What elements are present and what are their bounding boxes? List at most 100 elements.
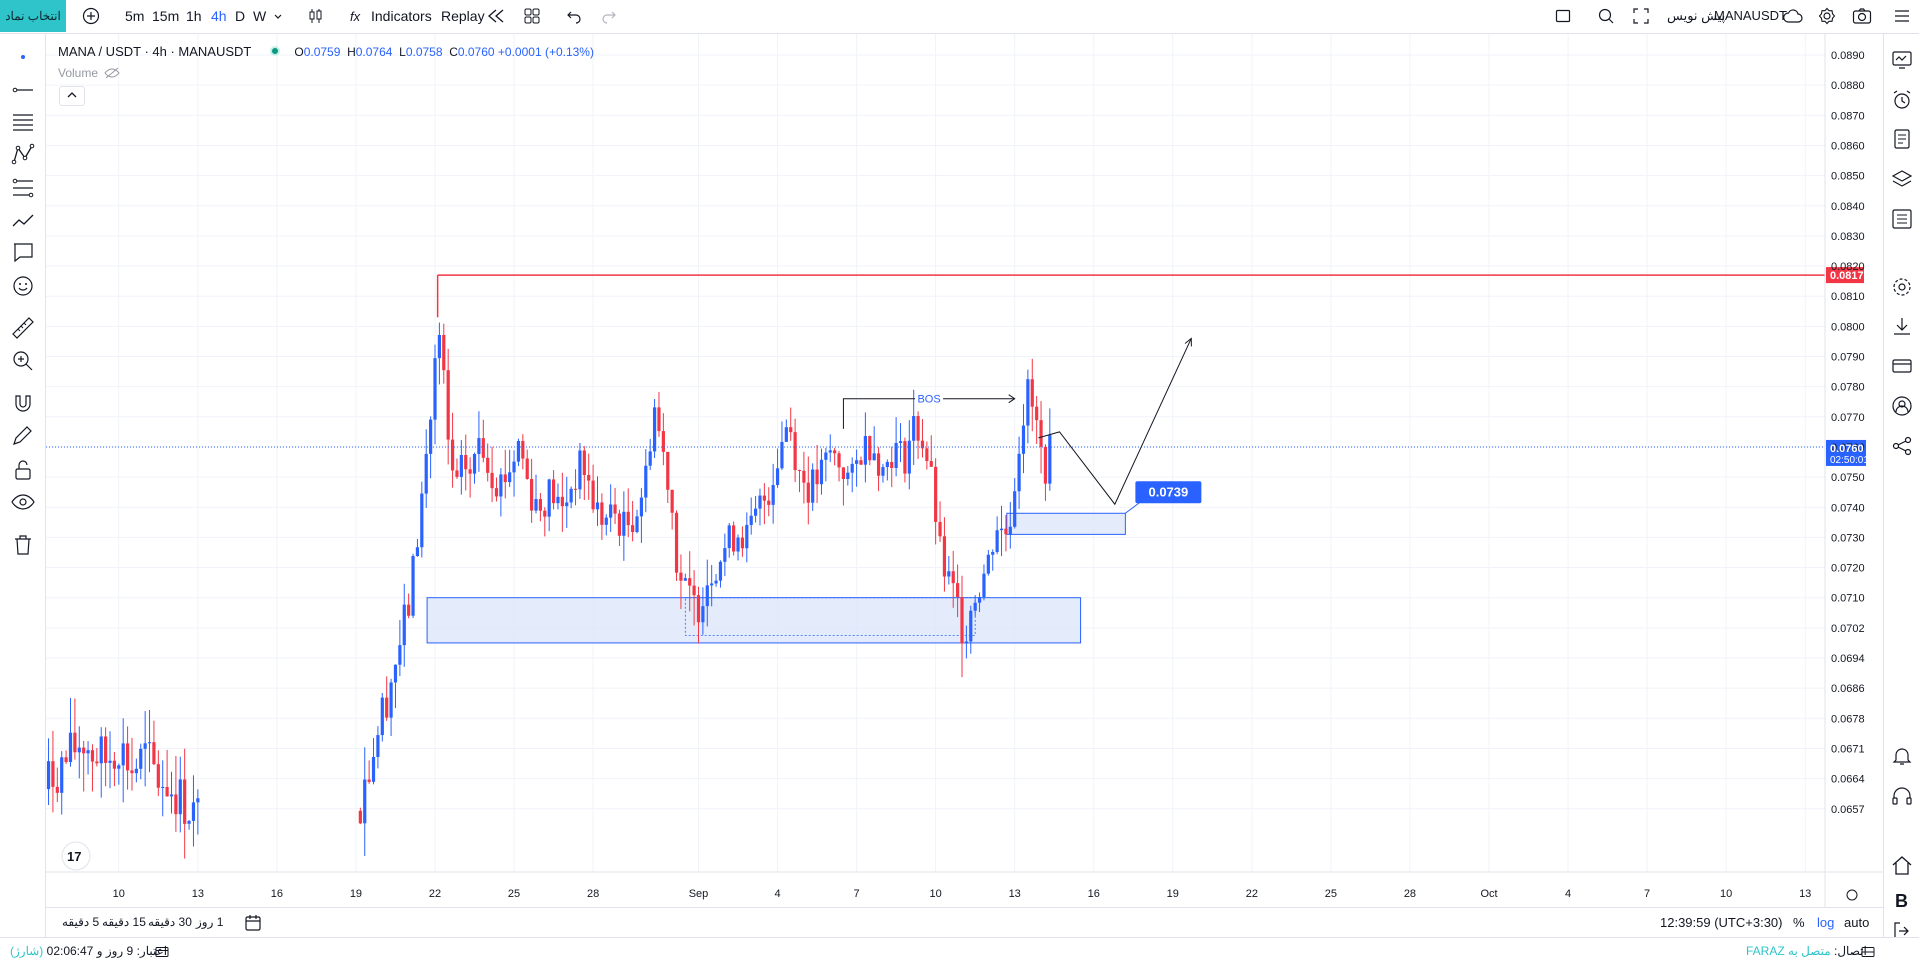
symbol-name[interactable]: MANAUSDT bbox=[1714, 8, 1787, 23]
cloud-save-icon[interactable] bbox=[1782, 7, 1804, 25]
interval-5m[interactable]: 5m bbox=[125, 8, 145, 24]
candle-body bbox=[784, 427, 788, 442]
candle-body bbox=[433, 358, 437, 420]
fullscreen-box-icon[interactable] bbox=[1555, 8, 1571, 24]
user-icon[interactable] bbox=[1890, 394, 1914, 418]
interval-1h[interactable]: 1h bbox=[186, 8, 202, 24]
expand-icon[interactable] bbox=[1632, 7, 1650, 25]
indicators-icon[interactable]: fx bbox=[349, 7, 367, 25]
candle-body bbox=[1035, 406, 1039, 421]
percent-toggle[interactable]: % bbox=[1793, 915, 1805, 930]
legend-title[interactable]: MANA / USDT · 4h · MANAUSDT bbox=[58, 44, 252, 59]
time-tick-label: 19 bbox=[350, 888, 362, 900]
sidebar-settings-icon[interactable] bbox=[1890, 275, 1914, 299]
trash-icon[interactable] bbox=[10, 532, 36, 558]
price-chart[interactable]: 17 0.08900.08800.08700.08600.08500.08400… bbox=[46, 34, 1883, 907]
credit-text: اعتبار: 9 روز و 02:06:47 bbox=[46, 944, 168, 958]
bell-icon[interactable] bbox=[1890, 744, 1914, 768]
symbol-search-button[interactable]: انتخاب نماد bbox=[0, 0, 66, 32]
ruler-icon[interactable] bbox=[10, 315, 36, 341]
projection-icon[interactable] bbox=[10, 208, 36, 234]
range-30m[interactable]: 30 دقیقه bbox=[148, 915, 192, 929]
layout-icon[interactable] bbox=[523, 7, 541, 25]
price-tick-label: 0.0840 bbox=[1831, 201, 1865, 213]
list-icon[interactable] bbox=[1890, 207, 1914, 231]
horizontal-lines-icon[interactable] bbox=[10, 109, 36, 135]
candle-body bbox=[753, 508, 758, 516]
volume-indicator[interactable]: Volume bbox=[58, 66, 121, 80]
crosshair-dot-icon[interactable] bbox=[10, 44, 36, 70]
price-tick-label: 0.0830 bbox=[1831, 231, 1865, 243]
candle-body bbox=[819, 459, 824, 485]
replay-button[interactable]: Replay bbox=[441, 8, 485, 24]
candle-body bbox=[112, 760, 117, 769]
home-icon[interactable] bbox=[1890, 854, 1914, 878]
eye-hidden-icon[interactable] bbox=[104, 67, 121, 79]
date-range-icon[interactable] bbox=[244, 914, 262, 932]
candle-body bbox=[551, 479, 556, 504]
candle-body bbox=[885, 461, 889, 468]
drawing-toolbar bbox=[0, 34, 46, 937]
range-15m[interactable]: 15 دقیقه bbox=[102, 915, 146, 929]
candle-body bbox=[1004, 528, 1008, 535]
interval-d[interactable]: D bbox=[235, 8, 246, 24]
card-icon[interactable] bbox=[1890, 354, 1914, 378]
quick-search-icon[interactable] bbox=[1597, 7, 1615, 25]
alarm-icon[interactable] bbox=[1890, 88, 1914, 112]
candle-body bbox=[666, 451, 670, 490]
download-icon[interactable] bbox=[1890, 315, 1914, 339]
zoom-icon[interactable] bbox=[10, 348, 36, 374]
pencil-lock-icon[interactable] bbox=[10, 424, 36, 450]
candle-body bbox=[543, 510, 547, 517]
candle-body bbox=[613, 504, 617, 514]
interval-4h[interactable]: 4h bbox=[211, 8, 227, 24]
lock-icon[interactable] bbox=[10, 457, 36, 483]
pattern-icon[interactable] bbox=[10, 142, 36, 168]
price-tick-label: 0.0657 bbox=[1831, 804, 1865, 816]
chevron-down-icon[interactable] bbox=[273, 12, 283, 22]
candle-body bbox=[863, 436, 867, 465]
indicators-button[interactable]: Indicators bbox=[371, 8, 432, 24]
legend-o-label: O bbox=[294, 45, 304, 59]
candle-body bbox=[811, 469, 815, 503]
trend-line-icon[interactable] bbox=[10, 77, 36, 103]
draft-label[interactable]: پیش نویس bbox=[1667, 8, 1726, 23]
headset-icon[interactable] bbox=[1890, 784, 1914, 808]
emoji-icon[interactable] bbox=[10, 273, 36, 299]
replay-rewind-icon[interactable] bbox=[486, 8, 506, 24]
brand-b-icon[interactable]: B bbox=[1890, 888, 1914, 912]
projection-path bbox=[1038, 338, 1192, 506]
candle-body bbox=[947, 571, 951, 577]
share-icon[interactable] bbox=[1890, 434, 1914, 458]
price-axis[interactable]: 0.0890 0.0880 0.0870 0.0860 0.0850 0.0840 0.08… bbox=[1824, 34, 1865, 907]
watchlist-icon[interactable] bbox=[1890, 48, 1914, 72]
interval-w[interactable]: W bbox=[253, 8, 267, 24]
annotation-icon[interactable] bbox=[10, 240, 36, 266]
range-5m[interactable]: 5 دقیقه bbox=[62, 915, 100, 929]
candle-body bbox=[82, 747, 86, 754]
candle-body bbox=[723, 548, 727, 562]
range-1d[interactable]: 1 روز bbox=[196, 915, 224, 929]
auto-toggle[interactable]: auto bbox=[1844, 915, 1870, 930]
candle-body bbox=[797, 470, 802, 472]
recharge-link[interactable]: (شارژ) bbox=[10, 944, 44, 958]
price-tick-label: 0.0770 bbox=[1831, 412, 1865, 424]
camera-icon[interactable] bbox=[1852, 7, 1872, 25]
interval-15m[interactable]: 15m bbox=[152, 8, 180, 24]
add-symbol-icon[interactable] bbox=[82, 7, 100, 25]
redo-icon[interactable] bbox=[601, 8, 617, 24]
current-price-label: 0.0760 bbox=[1830, 443, 1864, 455]
layers-icon[interactable] bbox=[1890, 167, 1914, 191]
time-axis[interactable]: 10 13 16 19 22 25 28 Sep 4 7 10 13 16 19 22 25 28 Oct 4 7 10… bbox=[46, 871, 1883, 901]
notes-icon[interactable] bbox=[1890, 127, 1914, 151]
magnet-icon[interactable] bbox=[10, 391, 36, 417]
menu-icon[interactable] bbox=[1893, 8, 1911, 24]
collapse-legend-button[interactable] bbox=[59, 86, 85, 106]
eye-icon[interactable] bbox=[10, 489, 36, 515]
undo-icon[interactable] bbox=[566, 8, 582, 24]
fib-icon[interactable] bbox=[10, 175, 36, 201]
log-toggle[interactable]: log bbox=[1817, 915, 1835, 930]
clock[interactable]: 12:39:59 (UTC+3:30) bbox=[1660, 915, 1783, 930]
candles-icon[interactable] bbox=[307, 7, 325, 25]
settings-icon[interactable] bbox=[1818, 7, 1836, 25]
